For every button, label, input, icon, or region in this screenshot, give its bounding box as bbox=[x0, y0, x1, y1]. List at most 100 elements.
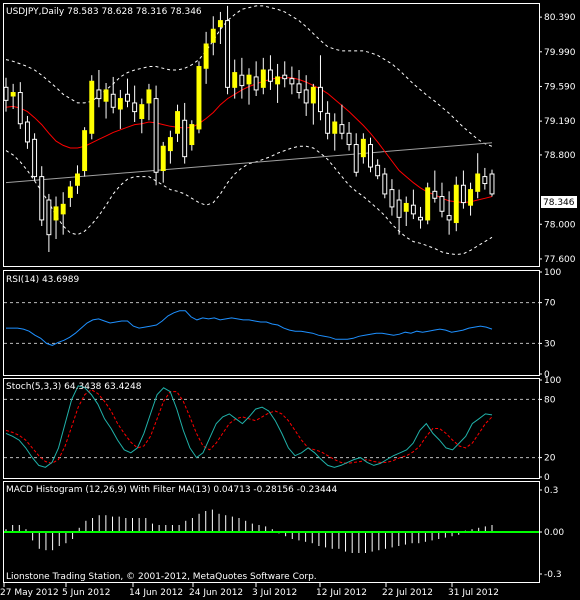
candle-body bbox=[53, 206, 59, 221]
price-axis-label: 79.590 bbox=[544, 82, 576, 92]
candle-body bbox=[110, 93, 116, 108]
stoch-plot bbox=[4, 385, 539, 468]
macd-panel-title: MACD Histogram (12,26,9) With Filter MA(… bbox=[6, 485, 337, 495]
candle-body bbox=[125, 93, 130, 102]
candle-body bbox=[146, 89, 152, 104]
rsi-panel-frame bbox=[3, 270, 540, 376]
rsi-axis-label: 30 bbox=[544, 339, 556, 349]
candle-body bbox=[460, 184, 466, 204]
candle-body bbox=[310, 86, 316, 104]
candle-body bbox=[32, 138, 38, 178]
candle-body bbox=[289, 78, 295, 85]
macd-plot bbox=[4, 509, 539, 553]
candle-body bbox=[225, 20, 231, 88]
axis-labels: 80.390 79.990 79.590 79.190 78.800 78.000 77.6… bbox=[0, 13, 576, 598]
stoch-panel-title: Stoch(5,3,3) 64.3438 63.4248 bbox=[6, 382, 142, 392]
candle-body bbox=[239, 74, 245, 87]
candle-body bbox=[139, 104, 145, 120]
date-axis-label: 14 Jun 2012 bbox=[129, 588, 183, 598]
macd-axis-label: 0.00 bbox=[544, 528, 564, 538]
rsi-plot bbox=[4, 302, 539, 346]
footer-copyright: Lionstone Trading Station, © 2001-2012, … bbox=[6, 572, 317, 582]
stoch-main-line bbox=[5, 385, 493, 468]
candle-body bbox=[117, 98, 123, 110]
rsi-axis-label: 0 bbox=[544, 370, 550, 380]
candle-body bbox=[303, 89, 309, 104]
candle-body bbox=[482, 176, 488, 185]
candle-body bbox=[75, 173, 80, 186]
candle-body bbox=[89, 80, 95, 134]
price-axis-label: 79.990 bbox=[544, 48, 576, 58]
candle-body bbox=[10, 92, 16, 97]
candle-body bbox=[203, 43, 209, 69]
candle-body bbox=[396, 199, 402, 218]
candle-body bbox=[267, 69, 273, 82]
date-axis-label: 3 Jul 2012 bbox=[252, 588, 297, 598]
macd-axis-label: 0.3 bbox=[544, 486, 558, 496]
stoch-signal-line bbox=[5, 389, 493, 464]
price-axis-label: 77.600 bbox=[544, 255, 576, 265]
candle-body bbox=[153, 98, 159, 173]
candle-body bbox=[425, 187, 431, 221]
date-axis-label: 22 Jul 2012 bbox=[382, 588, 433, 598]
candle-body bbox=[3, 86, 9, 101]
date-axis-label: 27 May 2012 bbox=[0, 588, 59, 598]
candle-body bbox=[318, 86, 323, 113]
candle-body bbox=[217, 20, 223, 28]
stoch-axis-label: 80 bbox=[544, 395, 556, 405]
stoch-panel-frame bbox=[3, 378, 540, 479]
long-ma-line bbox=[5, 142, 493, 184]
price-axis-label: 80.390 bbox=[544, 13, 576, 23]
price-axis-label: 79.190 bbox=[544, 117, 576, 127]
candle-body bbox=[253, 76, 259, 91]
candle-body bbox=[468, 189, 474, 206]
candle-body bbox=[132, 102, 138, 113]
candle-body bbox=[389, 189, 395, 208]
candle-body bbox=[332, 121, 338, 134]
rsi-line bbox=[6, 310, 493, 346]
candle-body bbox=[339, 124, 345, 134]
price-axis-label: 78.800 bbox=[544, 151, 576, 161]
bollinger-lower-line bbox=[5, 145, 493, 256]
candle-body bbox=[432, 190, 438, 199]
price-plot bbox=[3, 5, 495, 256]
candle-body bbox=[160, 145, 166, 172]
rsi-axis-label: 100 bbox=[544, 268, 561, 278]
candle-body bbox=[175, 111, 180, 134]
rsi-panel-title: RSI(14) 43.6989 bbox=[6, 275, 79, 285]
bollinger-upper-line bbox=[5, 5, 493, 147]
candle-body bbox=[382, 173, 388, 195]
current-price-tag: 78.346 bbox=[543, 198, 575, 208]
candle-body bbox=[189, 124, 195, 146]
candle-body bbox=[403, 202, 409, 212]
candle-body bbox=[17, 92, 23, 125]
candle-body bbox=[375, 164, 381, 177]
date-axis-label: 5 Jun 2012 bbox=[62, 588, 110, 598]
candle-body bbox=[439, 196, 445, 212]
candle-body bbox=[282, 74, 288, 80]
candle-body bbox=[167, 137, 173, 152]
candle-body bbox=[489, 173, 495, 195]
candle-body bbox=[275, 76, 281, 85]
candle-body bbox=[246, 74, 252, 85]
date-axis-label: 12 Jul 2012 bbox=[316, 588, 367, 598]
candle-body bbox=[39, 176, 45, 221]
candle-body bbox=[418, 216, 423, 221]
candle-body bbox=[325, 112, 331, 134]
candle-body bbox=[232, 72, 238, 88]
candle-body bbox=[103, 89, 109, 102]
candle-body bbox=[182, 119, 188, 158]
candle-body bbox=[82, 130, 88, 172]
candle-body bbox=[410, 204, 416, 215]
candle-body bbox=[60, 203, 66, 215]
candle-body bbox=[210, 28, 216, 43]
candle-body bbox=[360, 138, 366, 158]
candle-body bbox=[196, 66, 202, 130]
candle-body bbox=[446, 215, 452, 221]
stoch-axis-label: 20 bbox=[544, 454, 556, 464]
rsi-axis-label: 70 bbox=[544, 299, 556, 309]
candle-body bbox=[67, 186, 73, 198]
stoch-axis-label: 100 bbox=[544, 376, 561, 386]
candle-body bbox=[346, 132, 352, 146]
